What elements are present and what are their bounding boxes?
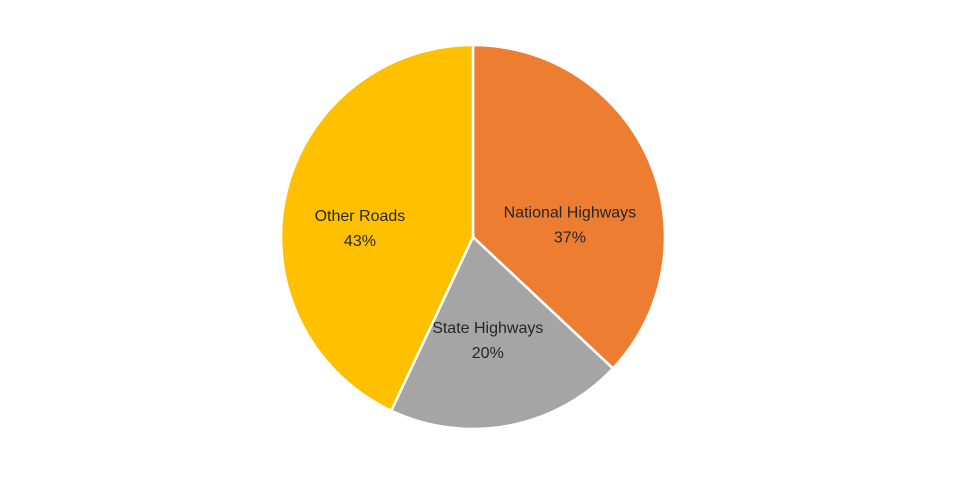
pie-slice (279, 43, 475, 413)
slice-value-label: 20% (472, 345, 504, 362)
slice-value-label: 43% (344, 233, 376, 250)
pie-slice (389, 234, 615, 431)
slice-label: Other Roads (315, 208, 406, 225)
slice-value-label: 37% (554, 229, 586, 246)
slice-label: State Highways (432, 320, 543, 337)
slice-label: National Highways (504, 204, 637, 221)
pie-slice (471, 43, 667, 371)
